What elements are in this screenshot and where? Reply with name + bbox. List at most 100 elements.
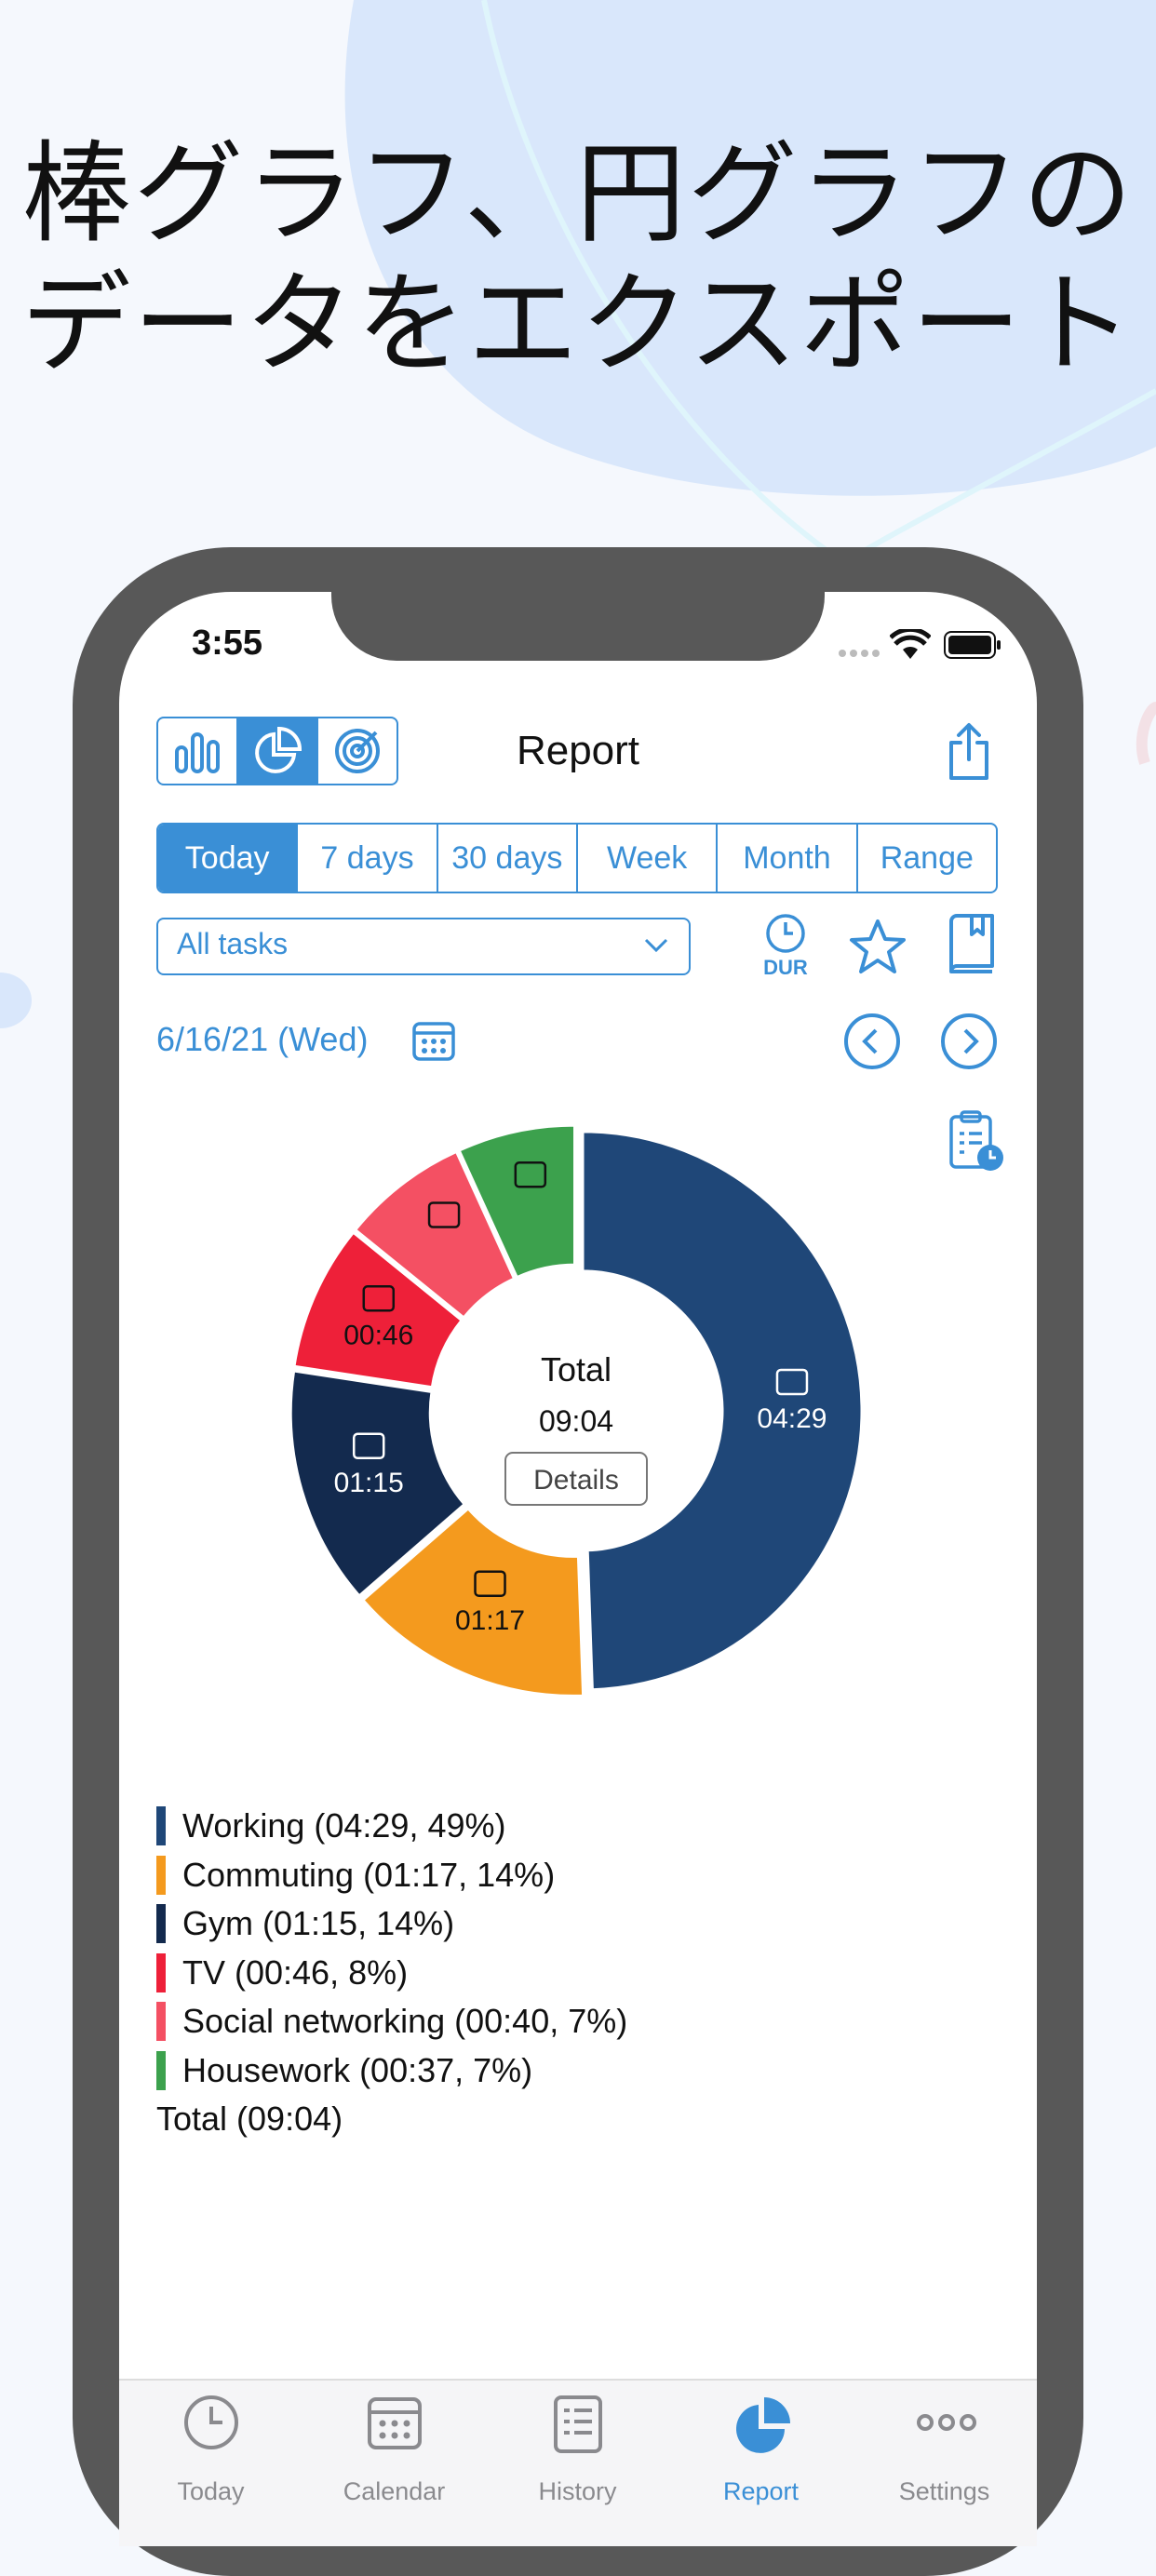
chart-center-value: 09:04: [539, 1404, 613, 1438]
slice-value-label: 00:46: [343, 1320, 413, 1350]
pie-chart-view-button[interactable]: [238, 718, 318, 784]
treadmill-icon: [352, 1432, 385, 1460]
broom-icon: [514, 1161, 547, 1188]
tab-range[interactable]: Range: [880, 839, 974, 876]
donut-slice-tv[interactable]: 00:46: [292, 1230, 464, 1389]
legend-label: Social networking (00:40, 7%): [182, 2002, 628, 2041]
task-filter-select[interactable]: All tasks: [156, 918, 691, 975]
calendar-icon: [412, 1022, 455, 1061]
legend-swatch: [156, 1904, 166, 1944]
pie-chart-icon: [736, 2397, 790, 2453]
slice-value-label: 01:17: [455, 1605, 525, 1636]
legend-label: Housework (00:37, 7%): [182, 2050, 533, 2089]
legend-label: Working (04:29, 49%): [182, 1806, 506, 1845]
legend-swatch: [156, 2002, 166, 2042]
more-icon: [917, 2414, 976, 2431]
calendar-picker-button[interactable]: [411, 1018, 456, 1067]
donut-slice-shape: [289, 1369, 466, 1598]
document-edit-icon: [775, 1368, 809, 1396]
dur-label: DUR: [763, 956, 808, 979]
goal-view-button[interactable]: [318, 718, 397, 784]
slice-value-label: 01:15: [334, 1468, 404, 1498]
pie-chart-icon: [255, 726, 302, 773]
tabbar-label: Settings: [898, 2477, 990, 2505]
legend-item: Social networking (00:40, 7%): [156, 1997, 627, 2046]
chart-type-toggle: [156, 717, 398, 785]
chart-legend: Working (04:29, 49%) Commuting (01:17, 1…: [156, 1802, 627, 2144]
legend-label: Gym (01:15, 14%): [182, 1904, 455, 1943]
details-button[interactable]: Details: [504, 1452, 648, 1506]
next-day-button[interactable]: [940, 1013, 998, 1075]
bottom-tab-bar: Today Calendar History Report Settings: [119, 2379, 1037, 2546]
donut-slice-shape: [581, 1130, 864, 1692]
donut-slice-shape: [457, 1123, 577, 1280]
wifi-icon: [889, 626, 932, 665]
star-icon: [850, 919, 906, 973]
donut-slice-shape: [354, 1149, 517, 1320]
legend-label: Commuting (01:17, 14%): [182, 1855, 556, 1894]
calendar-icon: [368, 2397, 422, 2449]
legend-swatch: [156, 2050, 166, 2090]
slice-value-label: 04:29: [757, 1403, 827, 1434]
signal-dots-icon: [838, 646, 880, 663]
donut-slice-working[interactable]: 04:29: [581, 1130, 864, 1692]
clock-icon: [184, 2395, 238, 2449]
tabbar-label: Report: [722, 2477, 800, 2505]
tab-today[interactable]: Today: [158, 825, 299, 892]
tabbar-label: History: [538, 2477, 617, 2505]
share-icon: [949, 723, 988, 780]
headline-line-2: データをエクスポート: [20, 260, 1136, 388]
legend-item: Commuting (01:17, 14%): [156, 1851, 627, 1900]
donut-slice-social-networking[interactable]: [354, 1149, 517, 1320]
legend-item: Working (04:29, 49%): [156, 1802, 627, 1851]
tab-7-days[interactable]: 7 days: [298, 825, 438, 892]
legend-swatch: [156, 1952, 166, 1992]
timesheet-export-button[interactable]: [948, 1109, 1005, 1179]
details-button-label: Details: [533, 1465, 619, 1496]
bar-chart-icon: [175, 732, 220, 773]
history-icon: [554, 2395, 602, 2453]
bar-chart-view-button[interactable]: [158, 718, 238, 784]
tab-month[interactable]: Month: [718, 825, 858, 892]
donut-chart: 04:29 01:17 01:15 00:46 Total 09:04 Details: [289, 1123, 864, 1697]
app-screen: 3:55 Report Today 7 days 30 days Week Mo…: [119, 592, 1037, 2546]
page-title: Report: [516, 728, 640, 773]
background-decoration: [0, 0, 1156, 1028]
donut-slice-commuting[interactable]: 01:17: [361, 1507, 585, 1697]
donut-slice-gym[interactable]: 01:15: [289, 1369, 466, 1598]
headline-line-1: 棒グラフ、円グラフの: [21, 129, 1135, 258]
legend-item: TV (00:46, 8%): [156, 1949, 627, 1998]
tabbar-label: Today: [177, 2477, 245, 2505]
legend-total: Total (09:04): [156, 2100, 343, 2139]
battery-icon: [944, 631, 1001, 664]
clipboard-clock-icon: [949, 1110, 1003, 1171]
tv-icon: [362, 1285, 396, 1312]
status-time: 3:55: [192, 624, 263, 663]
tab-week[interactable]: Week: [578, 825, 719, 892]
tabbar-label: Calendar: [343, 2477, 446, 2505]
book-icon: [949, 914, 994, 973]
donut-slice-shape: [361, 1507, 585, 1697]
tab-30-days[interactable]: 30 days: [438, 825, 578, 892]
bookmark-button[interactable]: [946, 914, 996, 980]
legend-item: Gym (01:15, 14%): [156, 1899, 627, 1949]
legend-item: Housework (00:37, 7%): [156, 2046, 627, 2096]
target-icon: [335, 729, 380, 773]
chevron-right-icon: [941, 1013, 997, 1069]
chevron-down-icon: [644, 938, 668, 953]
donut-slice-housework[interactable]: [457, 1123, 577, 1280]
previous-day-button[interactable]: [843, 1013, 901, 1075]
legend-label: TV (00:46, 8%): [182, 1952, 409, 1992]
chevron-left-icon: [844, 1013, 900, 1069]
car-icon: [474, 1570, 506, 1598]
clock-icon: [766, 914, 805, 953]
current-date: 6/16/21 (Wed): [156, 1020, 369, 1058]
date-range-tabs: Today 7 days 30 days Week Month Range: [156, 823, 998, 893]
share-button[interactable]: [946, 722, 992, 786]
favorite-button[interactable]: [847, 918, 908, 980]
chart-center-label: Total: [541, 1350, 612, 1389]
facebook-icon: [427, 1201, 461, 1228]
phone-notch: [331, 568, 825, 661]
task-filter-value: All tasks: [177, 927, 289, 960]
duration-toggle-button[interactable]: DUR: [748, 912, 823, 980]
